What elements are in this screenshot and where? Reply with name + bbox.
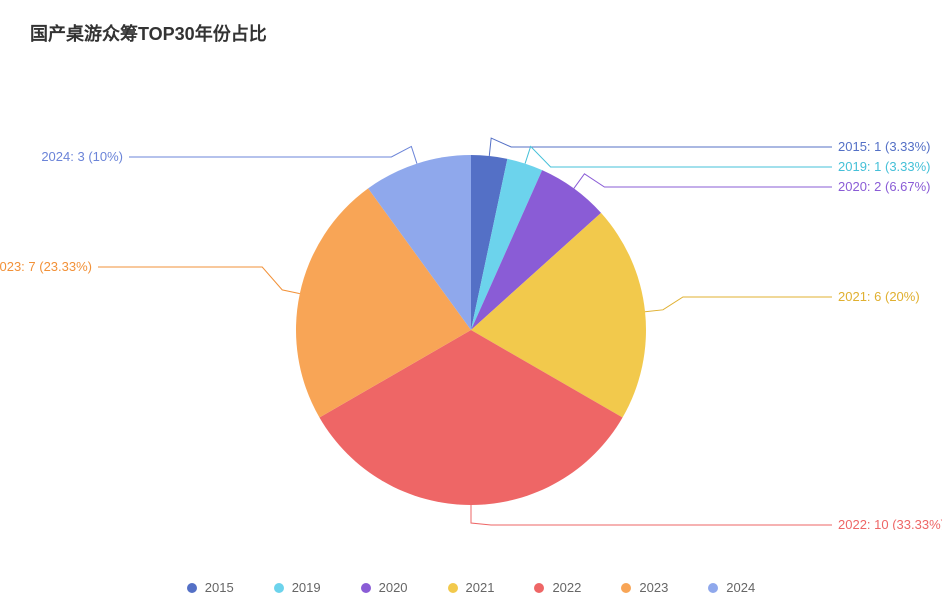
legend-label: 2022 [552,580,581,595]
pie-chart: 2015: 1 (3.33%) 2019: 1 (3.33%) 2020: 2 (6… [0,50,942,530]
legend-label: 2020 [379,580,408,595]
slice-label-2015: 2015: 1 (3.33%) [838,139,931,154]
legend-dot-2015 [187,583,197,593]
legend: 2015 2019 2020 2021 2022 2023 2024 [0,580,942,595]
legend-item-2023[interactable]: 2023 [621,580,668,595]
leader-line-2020 [574,174,832,189]
legend-item-2024[interactable]: 2024 [708,580,755,595]
legend-item-2015[interactable]: 2015 [187,580,234,595]
leader-line-2022 [471,505,832,525]
leader-line-2023 [98,267,300,294]
leader-line-2024 [129,146,417,163]
slice-label-2020: 2020: 2 (6.67%) [838,179,931,194]
legend-label: 2023 [639,580,668,595]
legend-dot-2023 [621,583,631,593]
chart-container: 国产桌游众筹TOP30年份占比 2015: 1 (3.33%) 2019: 1 (… [0,0,942,613]
legend-dot-2019 [274,583,284,593]
legend-dot-2024 [708,583,718,593]
legend-label: 2015 [205,580,234,595]
chart-title: 国产桌游众筹TOP30年份占比 [30,20,912,46]
legend-dot-2022 [534,583,544,593]
leader-line-2021 [645,297,832,312]
legend-item-2020[interactable]: 2020 [361,580,408,595]
slice-label-2024: 2024: 3 (10%) [41,149,123,164]
legend-item-2021[interactable]: 2021 [448,580,495,595]
legend-dot-2021 [448,583,458,593]
leader-line-2019 [525,146,832,167]
legend-dot-2020 [361,583,371,593]
legend-label: 2024 [726,580,755,595]
legend-label: 2021 [466,580,495,595]
slice-label-2023: 2023: 7 (23.33%) [0,259,92,274]
legend-item-2019[interactable]: 2019 [274,580,321,595]
legend-item-2022[interactable]: 2022 [534,580,581,595]
slice-label-2022: 2022: 10 (33.33%) [838,517,942,530]
slice-label-2019: 2019: 1 (3.33%) [838,159,931,174]
leader-line-2015 [489,138,832,156]
legend-label: 2019 [292,580,321,595]
slice-label-2021: 2021: 6 (20%) [838,289,920,304]
